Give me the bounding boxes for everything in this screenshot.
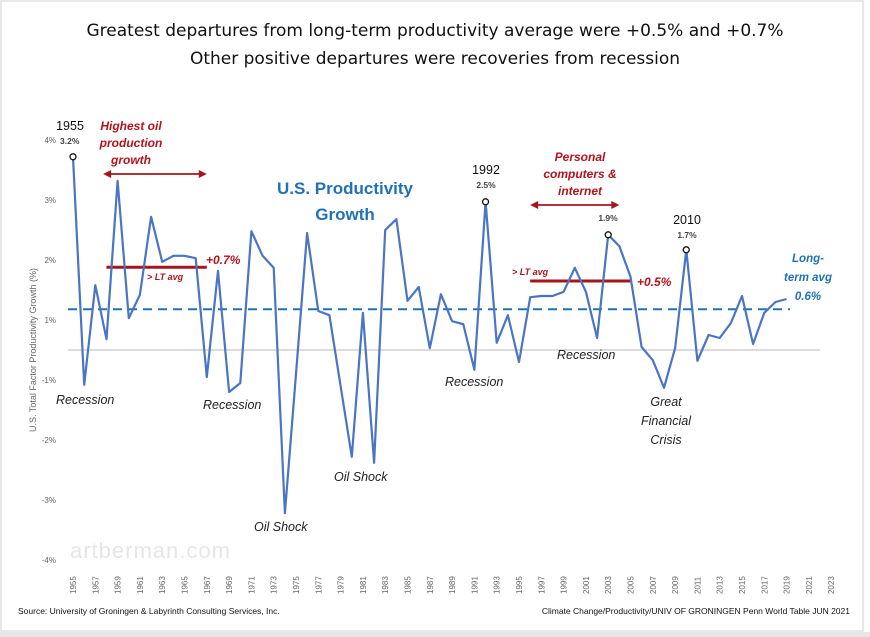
x-tick-label: 1963 [158, 576, 167, 594]
x-tick-label: 1965 [181, 576, 190, 594]
pc-arrow-label-1: Personal [555, 150, 606, 164]
x-tick-label: 1997 [537, 576, 546, 594]
x-tick-label: 2021 [805, 576, 814, 594]
chart-title-line-2: Other positive departures were recoverie… [190, 49, 680, 69]
period-1-label: > LT avg [147, 272, 184, 282]
lt-avg-label-2: term avg [784, 272, 832, 284]
peak-marker [69, 153, 77, 161]
annotation-gfc-1: Great [650, 395, 682, 409]
x-tick-label: 2017 [760, 576, 769, 594]
x-tick-label: 2015 [738, 576, 747, 594]
peak-2010-value: 1.7% [677, 230, 697, 240]
x-tick-label: 2001 [582, 576, 591, 594]
lt-avg-label-1: Long- [792, 253, 824, 265]
x-tick-label: 1985 [404, 576, 413, 594]
lt-avg-label-3: 0.6% [795, 291, 821, 303]
y-tick-label: -2% [42, 436, 56, 445]
annotation-gfc-2: Financial [641, 414, 692, 428]
annotation-gfc-3: Crisis [650, 433, 681, 447]
annotation-oil-shock-1980: Oil Shock [334, 470, 388, 484]
x-tick-label: 1975 [292, 576, 301, 594]
x-tick-label: 2013 [716, 576, 725, 594]
pc-arrow-label-3: internet [558, 184, 603, 198]
x-tick-label: 1987 [426, 576, 435, 594]
annotation-recession-1956: Recession [56, 393, 114, 407]
credit-note: Climate Change/Productivity/UNIV OF GRON… [542, 606, 850, 616]
x-tick-label: 1957 [91, 576, 100, 594]
x-tick-label: 1969 [225, 576, 234, 594]
x-tick-label: 2005 [627, 576, 636, 594]
x-tick-label: 1991 [470, 576, 479, 594]
x-tick-label: 1973 [270, 576, 279, 594]
peak-1992-value: 2.5% [476, 180, 496, 190]
inner-title-line-1: U.S. Productivity [277, 179, 414, 198]
period-1-delta: +0.7% [206, 253, 241, 267]
x-tick-label: 1989 [448, 576, 457, 594]
x-tick-label: 1981 [359, 576, 368, 594]
x-tick-label: 1995 [515, 576, 524, 594]
x-tick-label: 1961 [136, 576, 145, 594]
peak-2010-year: 2010 [673, 213, 701, 227]
oil-arrow-label-2: production [99, 136, 163, 150]
oil-arrow-label-3: growth [110, 153, 151, 167]
annotation-recession-1970: Recession [203, 398, 261, 412]
y-tick-label: -1% [42, 376, 56, 385]
x-tick-label: 2003 [604, 576, 613, 594]
period-2-label: > LT avg [512, 267, 549, 277]
arrow-right-head-icon [611, 201, 620, 209]
x-tick-label: 1967 [203, 576, 212, 594]
x-tick-label: 2007 [649, 576, 658, 594]
y-tick-label: 4% [44, 136, 56, 145]
x-tick-label: 1999 [560, 576, 569, 594]
y-tick-label: 3% [44, 196, 56, 205]
x-tick-label: 1979 [337, 576, 346, 594]
chart-title-line-1: Greatest departures from long-term produ… [86, 21, 783, 41]
peak-1955-value: 3.2% [60, 136, 80, 146]
x-tick-label: 2009 [671, 576, 680, 594]
peak-2003-value: 1.9% [598, 213, 618, 223]
arrow-left-head-icon [103, 170, 112, 178]
series-line [71, 156, 787, 515]
x-tick-label: 1971 [247, 576, 256, 594]
x-tick-label: 2019 [783, 576, 792, 594]
source-note: Source: University of Groningen & Labyri… [18, 606, 280, 616]
arrow-right-head-icon [198, 170, 207, 178]
x-tick-label: 1955 [69, 576, 78, 594]
pc-arrow-label-2: computers & [543, 167, 616, 181]
watermark: artberman.com [70, 538, 231, 563]
annotation-oil-shock-1974: Oil Shock [254, 520, 308, 534]
annotation-recession-1991: Recession [445, 375, 503, 389]
x-tick-label: 1977 [314, 576, 323, 594]
peak-marker [604, 231, 612, 239]
peak-1992-year: 1992 [472, 163, 500, 177]
bottom-bar [0, 632, 870, 637]
y-tick-label: -4% [42, 556, 56, 565]
x-tick-label: 1983 [381, 576, 390, 594]
period-2-delta: +0.5% [637, 275, 672, 289]
peak-marker [481, 198, 490, 206]
x-tick-label: 1959 [114, 576, 123, 594]
inner-title-line-2: Growth [315, 205, 375, 224]
x-tick-label: 1993 [493, 576, 502, 594]
arrow-left-head-icon [530, 201, 539, 209]
y-tick-label: 2% [44, 256, 56, 265]
annotation-recession-2001: Recession [557, 348, 615, 362]
y-tick-label: -3% [42, 496, 56, 505]
y-axis-label: U.S. Total Factor Productivity Growth (%… [28, 268, 38, 432]
peak-1955-year: 1955 [56, 119, 84, 133]
x-tick-label: 2011 [693, 576, 702, 594]
y-tick-label: 1% [44, 316, 56, 325]
x-tick-label: 2023 [827, 576, 836, 594]
oil-arrow-label-1: Highest oil [100, 119, 162, 133]
peak-marker [682, 246, 690, 254]
